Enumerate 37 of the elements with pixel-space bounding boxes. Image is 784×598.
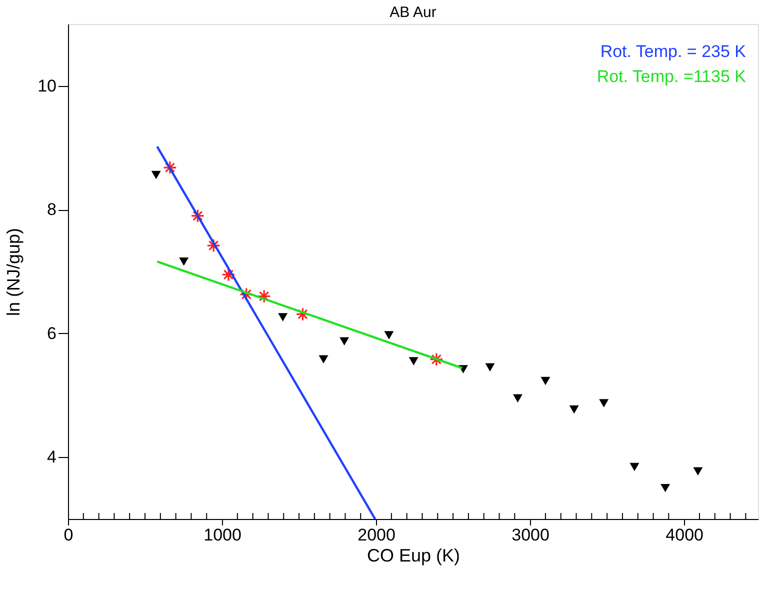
x-tick-label: 4000 (666, 526, 704, 544)
text: Rot. Temp. =1135 K (596, 67, 747, 86)
point (190, 208, 205, 223)
x-tick-label: 1000 (204, 526, 242, 544)
x-tick-label: 2000 (358, 526, 396, 544)
point (278, 313, 288, 322)
point (206, 238, 220, 252)
point (257, 289, 271, 304)
point (599, 399, 609, 408)
point (540, 376, 550, 386)
point (512, 394, 522, 402)
point (318, 355, 328, 364)
point (429, 352, 444, 366)
point (660, 484, 670, 492)
y-axis-title: ln (NJ/gup) (4, 228, 24, 316)
point (239, 287, 254, 302)
x-axis-title: CO Eup (K) (366, 546, 460, 566)
point (630, 462, 640, 472)
point (179, 257, 189, 266)
y-tick-label: 6 (47, 324, 56, 343)
chart-title: AB Aur (390, 4, 436, 21)
point (408, 357, 418, 366)
y-tick-label: 10 (38, 76, 56, 96)
x-tick-label: 3000 (512, 526, 550, 544)
x-tick-label: 0 (64, 526, 74, 544)
y-tick-label: 8 (47, 200, 56, 220)
point (163, 160, 177, 174)
point (485, 363, 495, 372)
point (151, 170, 161, 180)
point (569, 405, 579, 414)
point (384, 331, 394, 340)
point (340, 337, 350, 346)
point (222, 268, 236, 282)
y-tick-label: 4 (47, 448, 56, 467)
point (296, 307, 310, 322)
text: Rot. Temp. = 235 K (600, 42, 747, 61)
point (693, 467, 703, 476)
